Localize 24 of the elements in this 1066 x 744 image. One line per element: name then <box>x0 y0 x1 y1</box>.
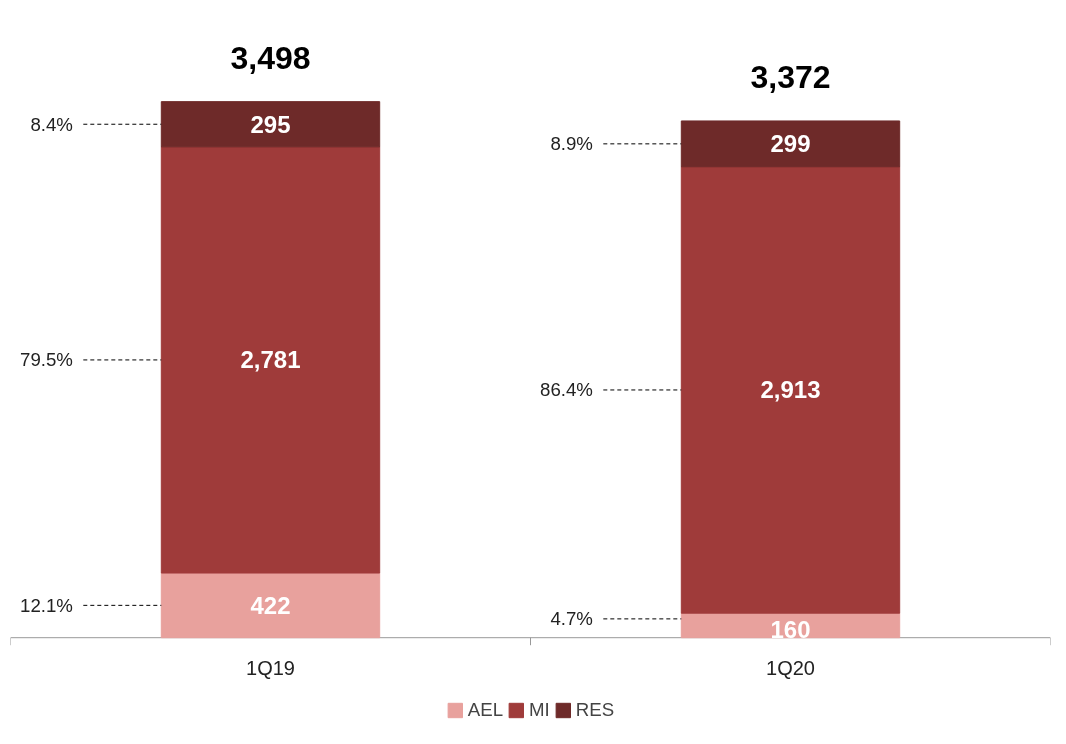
x-tick-label: 1Q20 <box>766 656 815 679</box>
annotation: 79.5% <box>20 349 73 371</box>
bar <box>680 120 901 168</box>
data-label: 422 <box>250 591 291 619</box>
data-label: 299 <box>770 130 811 158</box>
bar <box>160 146 381 574</box>
data-label: 295 <box>250 110 291 138</box>
legend-label: RES <box>575 699 615 721</box>
annotation: 8.4% <box>30 113 73 135</box>
annotation: 12.1% <box>20 594 73 616</box>
total-label: 3,372 <box>750 59 831 96</box>
annotation: 8.9% <box>550 133 593 155</box>
annotation: 86.4% <box>540 379 593 401</box>
data-label: 2,913 <box>760 376 821 404</box>
data-label: 2,781 <box>240 346 301 374</box>
bar <box>160 101 381 148</box>
data-label: 160 <box>770 615 811 643</box>
bar <box>160 572 381 639</box>
bar <box>680 166 901 614</box>
total-label: 3,498 <box>230 39 311 76</box>
annotation: 4.7% <box>550 608 593 630</box>
legend-label: MI <box>529 699 550 721</box>
x-tick-label: 1Q19 <box>246 656 295 679</box>
legend-label: AEL <box>467 699 504 721</box>
